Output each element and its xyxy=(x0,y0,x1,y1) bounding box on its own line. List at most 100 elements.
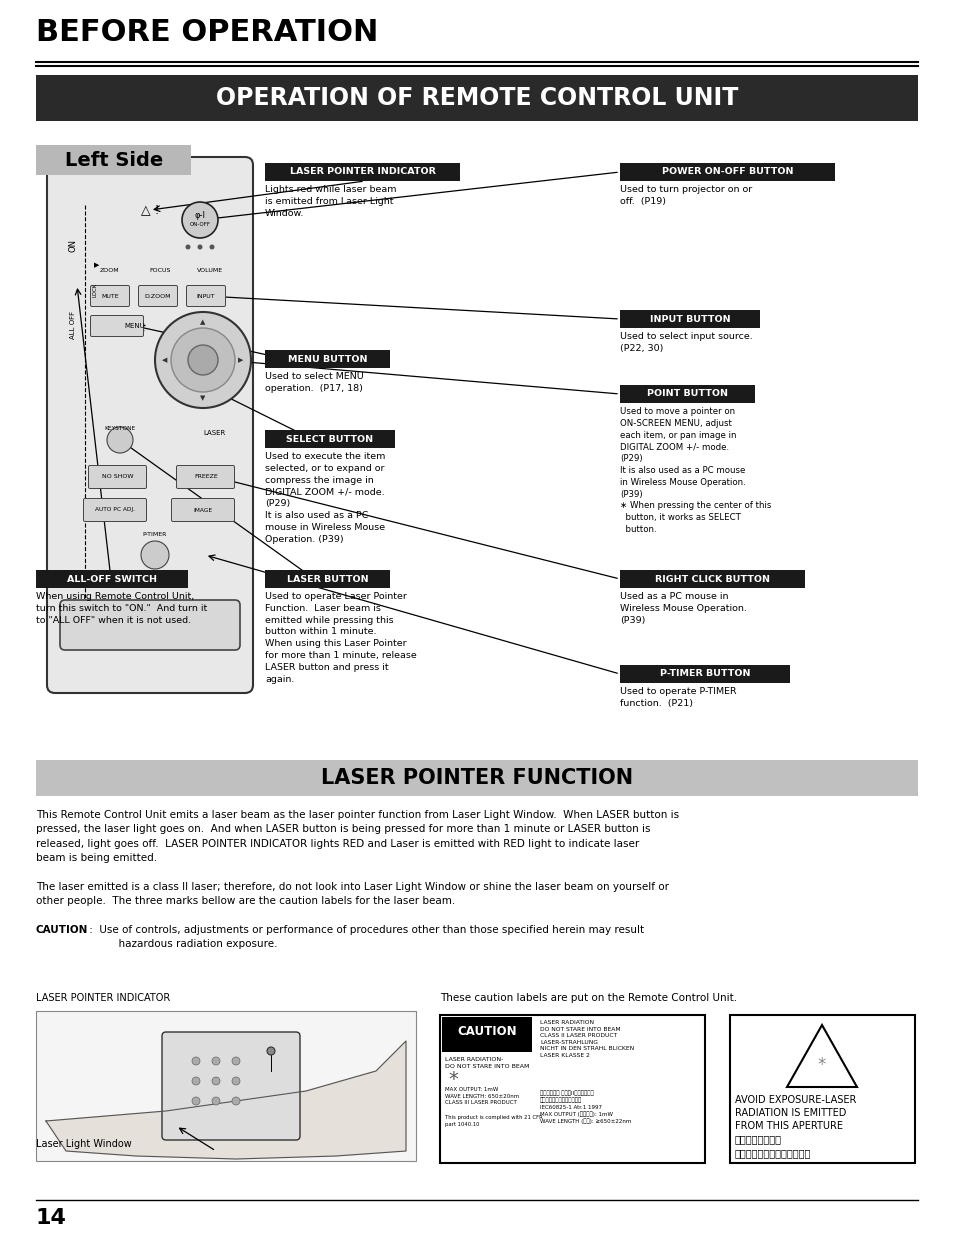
Text: レーザー放射 クラスIIレーザー製品
ビームをのぞきこまないこと
IEC60825-1 Atr.1 1997
MAX OUTPUT (最大出力): 1mW
WA: レーザー放射 クラスIIレーザー製品 ビームをのぞきこまないこと IEC6082… xyxy=(539,1091,631,1125)
Circle shape xyxy=(267,1047,274,1055)
Circle shape xyxy=(182,203,218,238)
Bar xyxy=(619,571,804,588)
Circle shape xyxy=(141,541,169,569)
Text: VOLUME: VOLUME xyxy=(196,268,223,273)
Circle shape xyxy=(232,1077,240,1086)
FancyBboxPatch shape xyxy=(172,499,234,521)
Text: FREEZE: FREEZE xyxy=(193,474,217,479)
Text: NO SHOW: NO SHOW xyxy=(102,474,133,479)
Text: ALL OFF: ALL OFF xyxy=(70,311,76,340)
Circle shape xyxy=(212,1097,220,1105)
Text: INPUT: INPUT xyxy=(196,294,215,299)
Circle shape xyxy=(192,1077,200,1086)
Circle shape xyxy=(212,1057,220,1065)
FancyBboxPatch shape xyxy=(84,499,147,521)
Bar xyxy=(265,163,459,182)
Text: *: * xyxy=(817,1056,825,1074)
Text: MENU: MENU xyxy=(125,324,145,329)
Text: MUTE: MUTE xyxy=(101,294,119,299)
Circle shape xyxy=(192,1097,200,1105)
FancyBboxPatch shape xyxy=(138,285,177,306)
Bar xyxy=(619,385,754,403)
Bar xyxy=(36,1011,416,1161)
Text: RIGHT CLICK BUTTON: RIGHT CLICK BUTTON xyxy=(655,574,769,583)
Text: Laser Light Window: Laser Light Window xyxy=(36,1139,132,1149)
Text: CAUTION: CAUTION xyxy=(456,1025,517,1037)
Text: KEYSTONE: KEYSTONE xyxy=(104,426,135,431)
Bar xyxy=(36,75,917,121)
Polygon shape xyxy=(786,1025,856,1087)
Circle shape xyxy=(197,245,202,249)
Text: MAX OUTPUT: 1mW
WAVE LENGTH: 650±20nm
CLASS III LASER PRODUCT: MAX OUTPUT: 1mW WAVE LENGTH: 650±20nm CL… xyxy=(444,1087,518,1105)
FancyBboxPatch shape xyxy=(60,600,240,650)
Text: ▶: ▶ xyxy=(94,262,99,268)
Text: LASER POINTER INDICATOR: LASER POINTER INDICATOR xyxy=(36,993,170,1003)
FancyBboxPatch shape xyxy=(186,285,225,306)
FancyBboxPatch shape xyxy=(176,466,234,489)
Bar xyxy=(36,144,191,175)
Text: ▲: ▲ xyxy=(200,319,206,325)
Text: Used to operate P-TIMER
function.  (P21): Used to operate P-TIMER function. (P21) xyxy=(619,687,736,708)
Text: The laser emitted is a class II laser; therefore, do not look into Laser Light W: The laser emitted is a class II laser; t… xyxy=(36,882,668,906)
Text: LASER RADIATION
DO NOT STARE INTO BEAM
CLASS II LASER PRODUCT
LASER-STRAHLUNG
NI: LASER RADIATION DO NOT STARE INTO BEAM C… xyxy=(539,1020,634,1058)
Circle shape xyxy=(210,245,214,249)
Text: BEFORE OPERATION: BEFORE OPERATION xyxy=(36,19,378,47)
Bar xyxy=(36,571,188,588)
Text: LASER BUTTON: LASER BUTTON xyxy=(287,574,368,583)
Circle shape xyxy=(192,1057,200,1065)
FancyBboxPatch shape xyxy=(47,157,253,693)
Text: ON: ON xyxy=(69,238,77,252)
FancyBboxPatch shape xyxy=(162,1032,299,1140)
Bar xyxy=(265,350,390,368)
Text: Lights red while laser beam
is emitted from Laser Light
Window.: Lights red while laser beam is emitted f… xyxy=(265,185,396,217)
Text: Used to execute the item
selected, or to expand or
compress the image in
DIGITAL: Used to execute the item selected, or to… xyxy=(265,452,385,543)
Text: LASER POINTER INDICATOR: LASER POINTER INDICATOR xyxy=(290,168,435,177)
Bar xyxy=(439,1015,704,1163)
Bar xyxy=(36,760,917,797)
Text: OPERATION OF REMOTE CONTROL UNIT: OPERATION OF REMOTE CONTROL UNIT xyxy=(215,86,738,110)
FancyBboxPatch shape xyxy=(91,315,143,336)
Text: ON-OFF: ON-OFF xyxy=(190,222,211,227)
Circle shape xyxy=(232,1057,240,1065)
Text: 14: 14 xyxy=(36,1208,67,1228)
Text: *: * xyxy=(448,1070,457,1089)
Text: Used to turn projector on or
off.  (P19): Used to turn projector on or off. (P19) xyxy=(619,185,752,206)
Text: P-TIMER: P-TIMER xyxy=(143,532,167,537)
Circle shape xyxy=(185,245,191,249)
Text: LASER: LASER xyxy=(204,430,226,436)
Text: MENU BUTTON: MENU BUTTON xyxy=(288,354,367,363)
Text: FOCUS: FOCUS xyxy=(150,268,171,273)
Text: IMAGE: IMAGE xyxy=(193,508,213,513)
Text: ▶: ▶ xyxy=(238,357,243,363)
Text: φ-I: φ-I xyxy=(194,210,205,220)
Text: Left Side: Left Side xyxy=(65,151,163,169)
Bar xyxy=(619,664,789,683)
Text: AUTO PC ADJ.: AUTO PC ADJ. xyxy=(95,508,135,513)
Text: These caution labels are put on the Remote Control Unit.: These caution labels are put on the Remo… xyxy=(439,993,737,1003)
Text: This product is complied with 21 CFR
part 1040.10: This product is complied with 21 CFR par… xyxy=(444,1115,542,1126)
Text: Used to operate Laser Pointer
Function.  Laser beam is
emitted while pressing th: Used to operate Laser Pointer Function. … xyxy=(265,592,416,684)
Text: LOCK: LOCK xyxy=(92,283,97,298)
Polygon shape xyxy=(46,1041,406,1158)
Text: Used as a PC mouse in
Wireless Mouse Operation.
(P39): Used as a PC mouse in Wireless Mouse Ope… xyxy=(619,592,746,625)
Text: Used to select input source.
(P22, 30): Used to select input source. (P22, 30) xyxy=(619,332,752,353)
Text: POWER ON-OFF BUTTON: POWER ON-OFF BUTTON xyxy=(661,168,792,177)
Text: POINT BUTTON: POINT BUTTON xyxy=(646,389,727,399)
Text: Used to select MENU
operation.  (P17, 18): Used to select MENU operation. (P17, 18) xyxy=(265,372,363,393)
Text: CAUTION: CAUTION xyxy=(36,925,89,935)
Text: △ !: △ ! xyxy=(140,204,159,216)
Bar xyxy=(265,571,390,588)
Bar xyxy=(441,1016,532,1052)
Bar xyxy=(729,1015,914,1163)
Text: :  Use of controls, adjustments or performance of procedures other than those sp: : Use of controls, adjustments or perfor… xyxy=(86,925,643,950)
Text: LASER RADIATION-
DO NOT STARE INTO BEAM: LASER RADIATION- DO NOT STARE INTO BEAM xyxy=(444,1057,529,1068)
FancyBboxPatch shape xyxy=(91,285,130,306)
FancyBboxPatch shape xyxy=(89,466,147,489)
Text: P-TIMER BUTTON: P-TIMER BUTTON xyxy=(659,669,749,678)
Text: D.ZOOM: D.ZOOM xyxy=(145,294,172,299)
Text: ◀: ◀ xyxy=(162,357,168,363)
Text: INPUT BUTTON: INPUT BUTTON xyxy=(649,315,730,324)
Circle shape xyxy=(171,329,234,391)
Text: ALL-OFF SWITCH: ALL-OFF SWITCH xyxy=(67,574,157,583)
Circle shape xyxy=(212,1077,220,1086)
